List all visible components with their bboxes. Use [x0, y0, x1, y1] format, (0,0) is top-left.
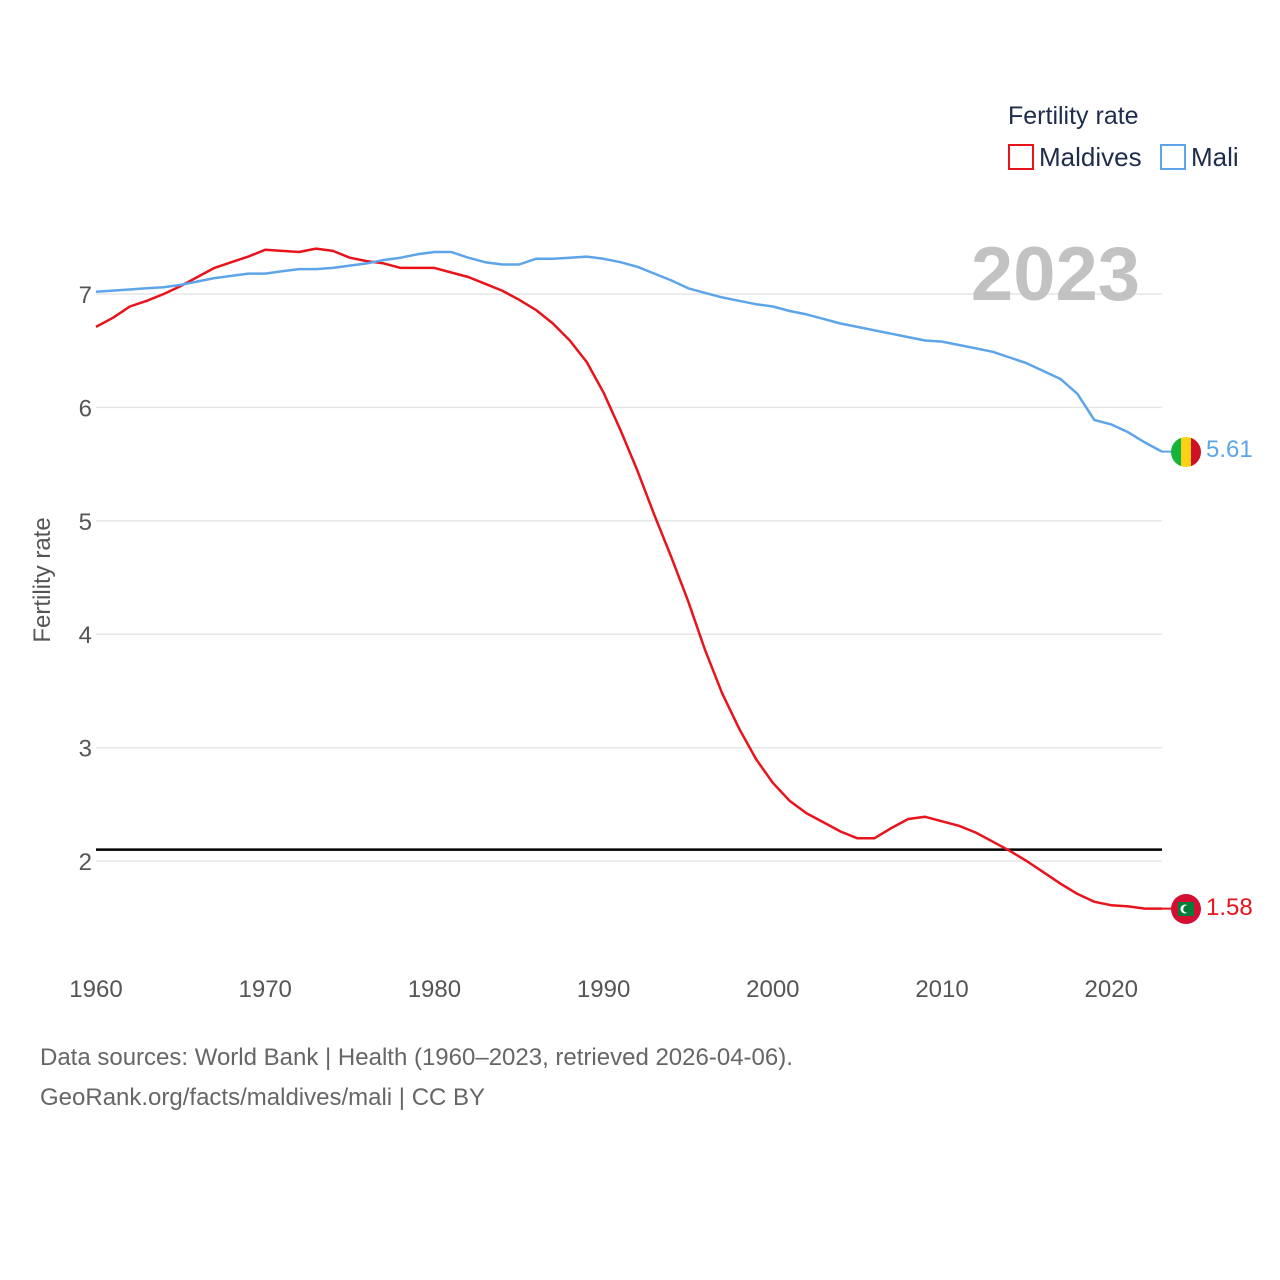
legend-item-mali[interactable]: Mali [1160, 142, 1239, 172]
x-tick-label: 1980 [408, 976, 461, 1003]
y-tick-label: 6 [79, 395, 92, 422]
attribution-link[interactable]: GeoRank.org/facts/maldives/mali | CC BY [40, 1084, 486, 1111]
mali-flag-icon [1171, 437, 1201, 467]
legend-label-mali: Mali [1191, 142, 1239, 172]
x-axis-ticks: 1960 1970 1980 1990 2000 2010 2020 [69, 976, 1138, 1003]
legend: Fertility rate Maldives Mali [1008, 102, 1239, 172]
year-watermark: 2023 [971, 232, 1140, 317]
source-text: Data sources: World Bank | Health (1960–… [40, 1044, 793, 1071]
x-tick-label: 1970 [239, 976, 292, 1003]
y-axis-title: Fertility rate [29, 517, 56, 642]
x-tick-label: 2000 [746, 976, 799, 1003]
y-tick-label: 5 [79, 509, 92, 536]
legend-swatch-mali [1160, 144, 1186, 170]
end-marker-mali: 5.61 [1171, 436, 1253, 467]
end-value-maldives: 1.58 [1206, 894, 1253, 921]
end-value-mali: 5.61 [1206, 436, 1253, 463]
x-tick-label: 1960 [69, 976, 122, 1003]
end-marker-maldives: 1.58 [1171, 894, 1253, 924]
legend-label-maldives: Maldives [1039, 142, 1142, 172]
y-tick-label: 3 [79, 736, 92, 763]
legend-item-maldives[interactable]: Maldives [1008, 142, 1142, 172]
legend-swatch-maldives [1008, 144, 1034, 170]
gridlines [96, 293, 1162, 862]
maldives-flag-icon [1171, 894, 1201, 924]
legend-title: Fertility rate [1008, 102, 1139, 130]
y-tick-label: 2 [79, 849, 92, 876]
series-line-mali[interactable] [95, 250, 1163, 453]
x-tick-label: 2020 [1085, 976, 1138, 1003]
series-lines [95, 247, 1172, 910]
series-line-maldives[interactable] [95, 247, 1162, 910]
x-tick-label: 1990 [577, 976, 630, 1003]
y-tick-label: 4 [79, 622, 92, 649]
fertility-chart: 2 3 4 5 6 7 1960 1970 1980 1990 2000 2010 2020 Fert… [29, 102, 1253, 1003]
y-tick-label: 7 [79, 282, 92, 309]
y-axis-ticks: 2 3 4 5 6 7 [79, 282, 92, 876]
x-tick-label: 2010 [915, 976, 968, 1003]
